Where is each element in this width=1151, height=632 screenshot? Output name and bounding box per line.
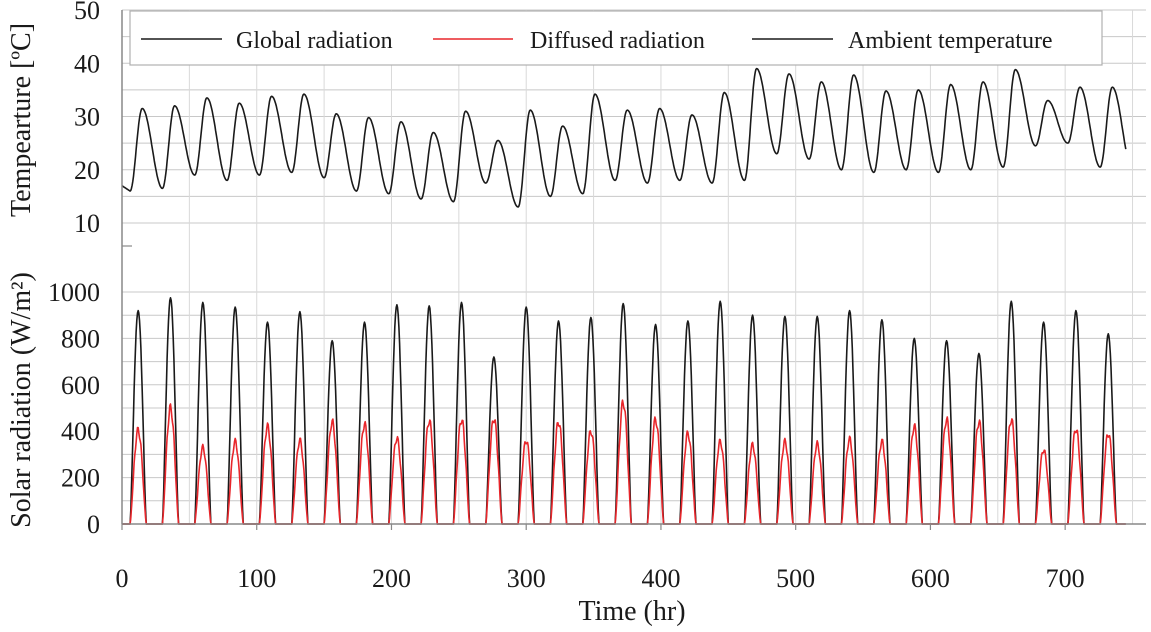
bottom-y-tick-label: 1000	[48, 278, 100, 307]
legend-label-global: Global radiation	[236, 28, 393, 54]
legend-label-ambient: Ambient temperature	[848, 28, 1053, 54]
top-y-tick-label: 30	[74, 103, 100, 132]
x-tick-label: 500	[776, 564, 815, 593]
top-y-tick-label: 50	[74, 0, 100, 25]
top-y-tick-labels: 10 20 30 40 50	[74, 0, 100, 238]
x-tick-label: 200	[372, 564, 411, 593]
x-tick-label: 0	[116, 564, 129, 593]
x-tick-label: 700	[1046, 564, 1085, 593]
bottom-panel-gridlines	[122, 10, 1146, 524]
series-layer	[121, 67, 1127, 525]
x-tick-label: 600	[911, 564, 950, 593]
top-y-tick-label: 20	[74, 156, 100, 185]
x-axis-title: Time (hr)	[578, 596, 685, 627]
x-tick-label: 100	[237, 564, 276, 593]
x-tick-label: 400	[641, 564, 680, 593]
bottom-y-tick-label: 800	[61, 324, 100, 353]
bottom-y-tick-label: 400	[61, 417, 100, 446]
series-line-ambient-temperature	[121, 67, 1127, 208]
legend: Global radiation Diffused radiation Ambi…	[129, 10, 1103, 66]
top-y-tick-label: 10	[74, 209, 100, 238]
bottom-y-tick-label: 600	[61, 371, 100, 400]
bottom-y-tick-labels: 0 200 400 600 800 1000	[48, 278, 100, 539]
bottom-y-axis-title: Solar radiation (W/m²)	[6, 272, 37, 528]
legend-label-diffused: Diffused radiation	[530, 28, 705, 54]
bottom-y-tick-label: 200	[61, 464, 100, 493]
top-y-tick-label: 40	[74, 49, 100, 78]
bottom-y-tick-label: 0	[87, 510, 100, 539]
x-tick-labels: 0 100 200 300 400 500 600 700	[116, 524, 1085, 593]
top-y-axis-title: Tempearture [ºC]	[6, 23, 37, 217]
legend-box	[129, 10, 1103, 66]
x-tick-label: 300	[507, 564, 546, 593]
